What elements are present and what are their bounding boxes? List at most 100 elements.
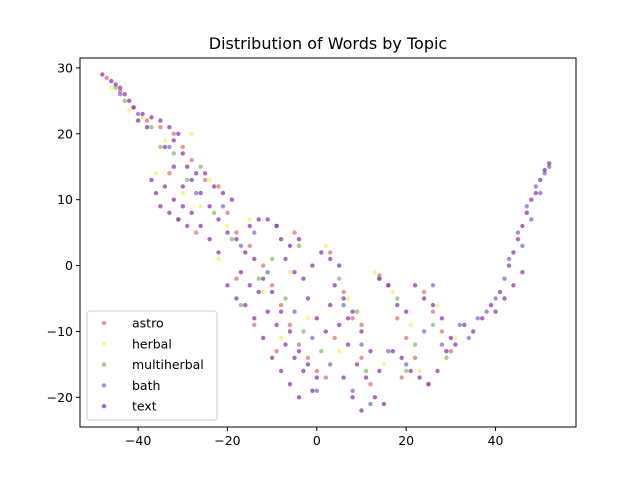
point-herbal-13: [345, 296, 351, 301]
point-text-18: [229, 197, 235, 202]
point-text-30: [185, 223, 190, 229]
point-text-78: [354, 362, 360, 367]
point-text-107: [506, 263, 512, 268]
point-bath-36: [547, 164, 552, 169]
point-text-38: [274, 223, 279, 229]
point-astro-38: [332, 335, 337, 341]
point-text-31: [162, 184, 168, 189]
point-astro-1: [118, 88, 123, 94]
point-bath-22: [533, 184, 538, 189]
point-astro-24: [368, 382, 373, 387]
point-text-105: [488, 302, 494, 308]
point-herbal-26: [247, 217, 252, 222]
point-text-72: [341, 296, 346, 301]
point-text-128: [359, 408, 364, 413]
point-bath-14: [421, 329, 427, 334]
point-text-26: [153, 190, 159, 196]
y-tick-label-5: 30: [57, 60, 73, 75]
point-text-1: [109, 78, 114, 84]
point-multiherbal-15: [395, 296, 400, 301]
point-text-84: [328, 302, 333, 308]
point-text-74: [359, 329, 364, 334]
point-text-103: [471, 329, 476, 334]
point-astro-29: [412, 355, 418, 360]
legend-box: [86, 310, 218, 421]
point-astro-17: [296, 342, 302, 347]
point-bath-11: [368, 401, 373, 407]
point-multiherbal-17: [430, 322, 436, 328]
point-text-29: [176, 217, 181, 222]
x-axis: −40 −20 0 20 40: [125, 427, 504, 448]
y-tick-label-4: 20: [57, 126, 73, 141]
point-text-75: [368, 349, 373, 354]
point-text-110: [520, 223, 525, 229]
point-bath-35: [538, 190, 543, 196]
point-text-46: [269, 289, 275, 295]
point-astro-35: [194, 230, 199, 235]
point-multiherbal-25: [198, 164, 203, 169]
point-text-24: [243, 250, 248, 255]
point-multiherbal-0: [113, 85, 118, 90]
point-herbal-19: [153, 171, 159, 176]
point-text-13: [185, 164, 190, 169]
point-text-98: [426, 382, 431, 387]
point-bath-4: [220, 204, 226, 209]
legend-label-text: text: [132, 399, 157, 414]
point-text-134: [189, 210, 194, 215]
point-bath-31: [484, 309, 489, 314]
point-herbal-16: [408, 322, 413, 328]
point-text-19: [198, 190, 203, 196]
series-astro: [104, 75, 454, 387]
point-text-82: [337, 322, 342, 328]
point-herbal-23: [381, 362, 387, 367]
series-text: [100, 72, 552, 413]
point-text-45: [261, 276, 266, 281]
point-multiherbal-12: [337, 276, 342, 281]
legend: astro herbal multiherbal bath text: [86, 310, 218, 421]
point-astro-37: [274, 349, 279, 354]
point-astro-25: [377, 273, 382, 278]
point-text-122: [314, 316, 319, 321]
point-herbal-3: [162, 138, 168, 143]
point-bath-23: [542, 171, 547, 176]
point-bath-9: [328, 362, 333, 367]
point-astro-34: [167, 171, 172, 176]
legend-label-bath: bath: [132, 378, 160, 393]
point-text-57: [301, 368, 306, 374]
point-astro-6: [180, 144, 185, 150]
points-layer: [100, 72, 552, 413]
point-bath-10: [350, 388, 355, 393]
point-text-119: [502, 296, 507, 301]
point-herbal-12: [323, 243, 328, 248]
point-astro-4: [158, 125, 163, 130]
point-text-83: [345, 316, 351, 321]
x-tick-label-1: −20: [214, 433, 240, 448]
point-multiherbal-11: [319, 349, 324, 354]
point-text-118: [511, 283, 516, 288]
point-text-127: [350, 395, 355, 400]
point-text-137: [144, 125, 150, 130]
point-text-104: [480, 316, 485, 321]
point-multiherbal-1: [122, 98, 127, 104]
point-bath-15: [439, 342, 445, 347]
plot-frame: [79, 57, 577, 428]
point-text-109: [515, 237, 521, 242]
point-multiherbal-7: [256, 276, 261, 281]
y-tick-label-2: 0: [65, 258, 73, 273]
legend-marker-multiherbal: [101, 362, 107, 367]
point-astro-8: [202, 177, 208, 183]
point-multiherbal-22: [363, 368, 369, 374]
point-text-61: [243, 302, 248, 308]
point-multiherbal-20: [238, 302, 244, 308]
point-text-8: [167, 125, 172, 130]
point-text-59: [238, 270, 244, 275]
point-text-106: [497, 289, 503, 295]
point-herbal-20: [216, 256, 221, 262]
point-text-112: [529, 197, 534, 202]
point-text-121: [305, 296, 311, 301]
point-text-27: [158, 204, 163, 209]
point-text-16: [211, 184, 217, 189]
point-multiherbal-6: [229, 237, 235, 242]
point-text-65: [278, 368, 284, 374]
